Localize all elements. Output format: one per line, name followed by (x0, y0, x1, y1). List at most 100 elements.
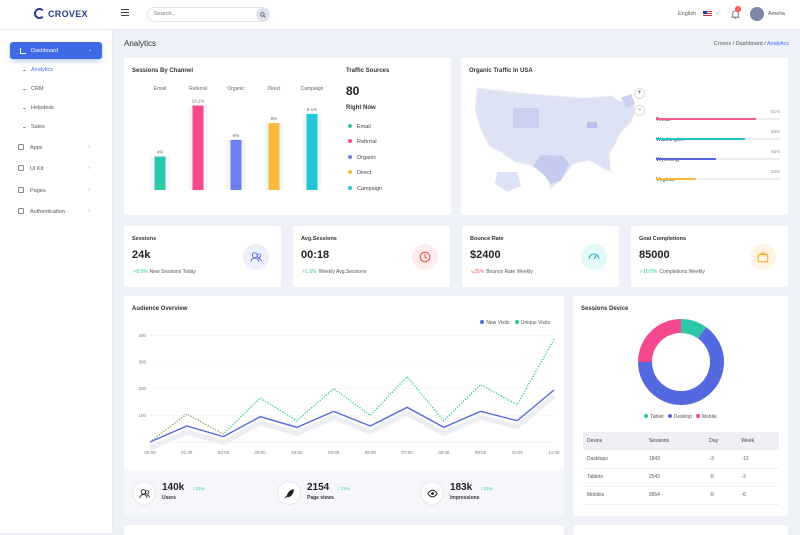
sidebar: Dashboard ⌄ Analytics CRM Helpdesk Sales… (0, 30, 113, 533)
bottom-card (124, 525, 564, 535)
sidebar-item-uikit[interactable]: UI Kit › (18, 165, 92, 172)
page-title: Analytics (124, 39, 157, 48)
sidebar-subitem-sales[interactable]: Sales (23, 124, 45, 130)
trend-up-icon: ↗ (639, 269, 644, 275)
state-value: 50% (770, 129, 780, 134)
table-row: Tablets 2543 -5 -2 (583, 468, 779, 487)
table-cell: -6 (737, 486, 779, 505)
notification-badge: 2 (735, 6, 741, 12)
x-tick-label: 02:00 (218, 450, 230, 455)
bar-chart-icon (20, 47, 26, 54)
stat-label: Bounce Rate Weekly (486, 269, 533, 275)
breadcrumb-dashboard[interactable]: Dashboard (735, 41, 763, 47)
y-tick-label: 100 (138, 413, 146, 418)
chevron-right-icon: › (88, 165, 90, 171)
bar-direct[interactable] (268, 123, 280, 190)
sidebar-subitem-crm[interactable]: CRM (23, 86, 44, 92)
stat-title: Sessions (132, 236, 157, 242)
table-cell: Mobiles (583, 486, 645, 505)
language-selector[interactable]: English (678, 11, 697, 17)
bar-organic[interactable] (230, 139, 242, 190)
line-unique-visits[interactable] (149, 338, 555, 443)
bar-value-label: 9.1% (307, 107, 317, 112)
legend-item-email: Email (348, 124, 382, 139)
stat-delta: 8.5% (136, 269, 148, 275)
stat-title: Avg.Sessions (301, 236, 337, 242)
audience-stat-3: 183k ↑ 21% Impressions (420, 480, 550, 508)
stat-title: Goal Completions (639, 236, 687, 242)
breadcrumb-crovex[interactable]: Crovex (713, 41, 732, 47)
donut-legend: Tablet Desktop Mobile (573, 414, 788, 420)
right-now-label: Right Now (346, 105, 376, 111)
legend-item-direct: Direct (348, 170, 382, 185)
usa-map[interactable] (471, 80, 651, 205)
search-input[interactable] (154, 11, 254, 17)
briefcase-icon (757, 252, 769, 263)
state-progress-fill (656, 138, 746, 140)
audience-stat-delta: ↑ 21% (480, 486, 493, 491)
stat-value: 85000 (639, 249, 670, 261)
chevron-right-icon: › (88, 187, 90, 193)
avatar[interactable] (750, 7, 764, 21)
sidebar-item-dashboard[interactable]: Dashboard ⌄ (10, 42, 102, 59)
delta-value: 21% (483, 486, 493, 491)
bar-category-label: Email (154, 86, 167, 92)
menu-toggle-icon[interactable] (121, 9, 129, 16)
sidebar-item-authentication[interactable]: Authentication › (18, 208, 92, 215)
sidebar-item-label: Authentication (30, 209, 65, 215)
stat-delta: 1.5% (305, 269, 317, 275)
zoom-in-button[interactable]: + (634, 88, 645, 99)
activity-icon (588, 253, 600, 260)
state-name: Virginia (656, 177, 675, 183)
audience-stat-value: 140k (162, 482, 185, 493)
users-icon (250, 252, 262, 262)
audience-stat-label: Impressions (450, 495, 480, 501)
audience-stat-value: 2154 (307, 482, 330, 493)
table-cell: 1843 (644, 450, 706, 469)
bar-category-label: Direct (267, 86, 281, 92)
legend-item-organic: Organic (348, 154, 382, 170)
donut-slice-desktop[interactable] (638, 327, 724, 405)
x-tick-label: 05:00 (328, 450, 340, 455)
bar-campaign[interactable] (306, 113, 318, 190)
sidebar-item-label: Dashboard (31, 47, 58, 54)
state-row-wyoming: Wyoming 46% (656, 148, 780, 168)
stat-icon-wrap (412, 244, 438, 270)
search-button[interactable] (256, 8, 269, 21)
state-row-washington: Washington 50% (656, 128, 780, 148)
audience-stat-icon-wrap (277, 481, 301, 505)
user-name[interactable]: Amelia (768, 11, 785, 17)
y-tick-label: 300 (138, 360, 146, 365)
sessions-donut-chart (638, 319, 724, 405)
line-new-visits[interactable] (149, 389, 555, 443)
channel-legend: Email Referral Organic Direct Campaign (348, 124, 382, 201)
sidebar-subitem-analytics[interactable]: Analytics (22, 67, 54, 73)
search-box (147, 7, 270, 22)
table-cell: Tablets (583, 468, 645, 487)
state-value: 46% (770, 149, 780, 154)
copy-icon (18, 187, 24, 193)
zoom-out-button[interactable]: − (634, 105, 645, 116)
lock-icon (18, 208, 24, 214)
legend-dot (480, 320, 485, 324)
bar-category-label: Organic (227, 86, 245, 92)
donut-slice-mobile[interactable] (638, 319, 682, 363)
donut-legend-tablet: Tablet (650, 414, 664, 420)
audience-stat-icon-wrap (132, 481, 156, 505)
legend-dot (348, 170, 352, 175)
sidebar-item-pages[interactable]: Pages › (18, 187, 92, 194)
stat-card-1: Sessions 24k ↗8.5% New Sessions Today (124, 226, 281, 287)
bar-referral[interactable] (192, 105, 204, 190)
y-tick-label: 200 (138, 386, 146, 391)
table-row: Dasktops 1843 -3 -12 (583, 450, 779, 469)
card-title: Sessions By Channel (132, 68, 194, 74)
x-tick-label: 01:30 (181, 450, 193, 455)
legend-label: Campaign (357, 185, 383, 192)
bar-email[interactable] (154, 156, 166, 190)
sidebar-item-apps[interactable]: Apps › (18, 144, 92, 151)
donut-slice-tablet[interactable] (680, 319, 707, 339)
legend-dot (514, 320, 519, 324)
sidebar-subitem-helpdesk[interactable]: Helpdesk (23, 105, 54, 111)
stat-label: Weekly Avg.Sessions (318, 269, 367, 275)
brand-logo[interactable]: CROVEX (34, 8, 88, 19)
